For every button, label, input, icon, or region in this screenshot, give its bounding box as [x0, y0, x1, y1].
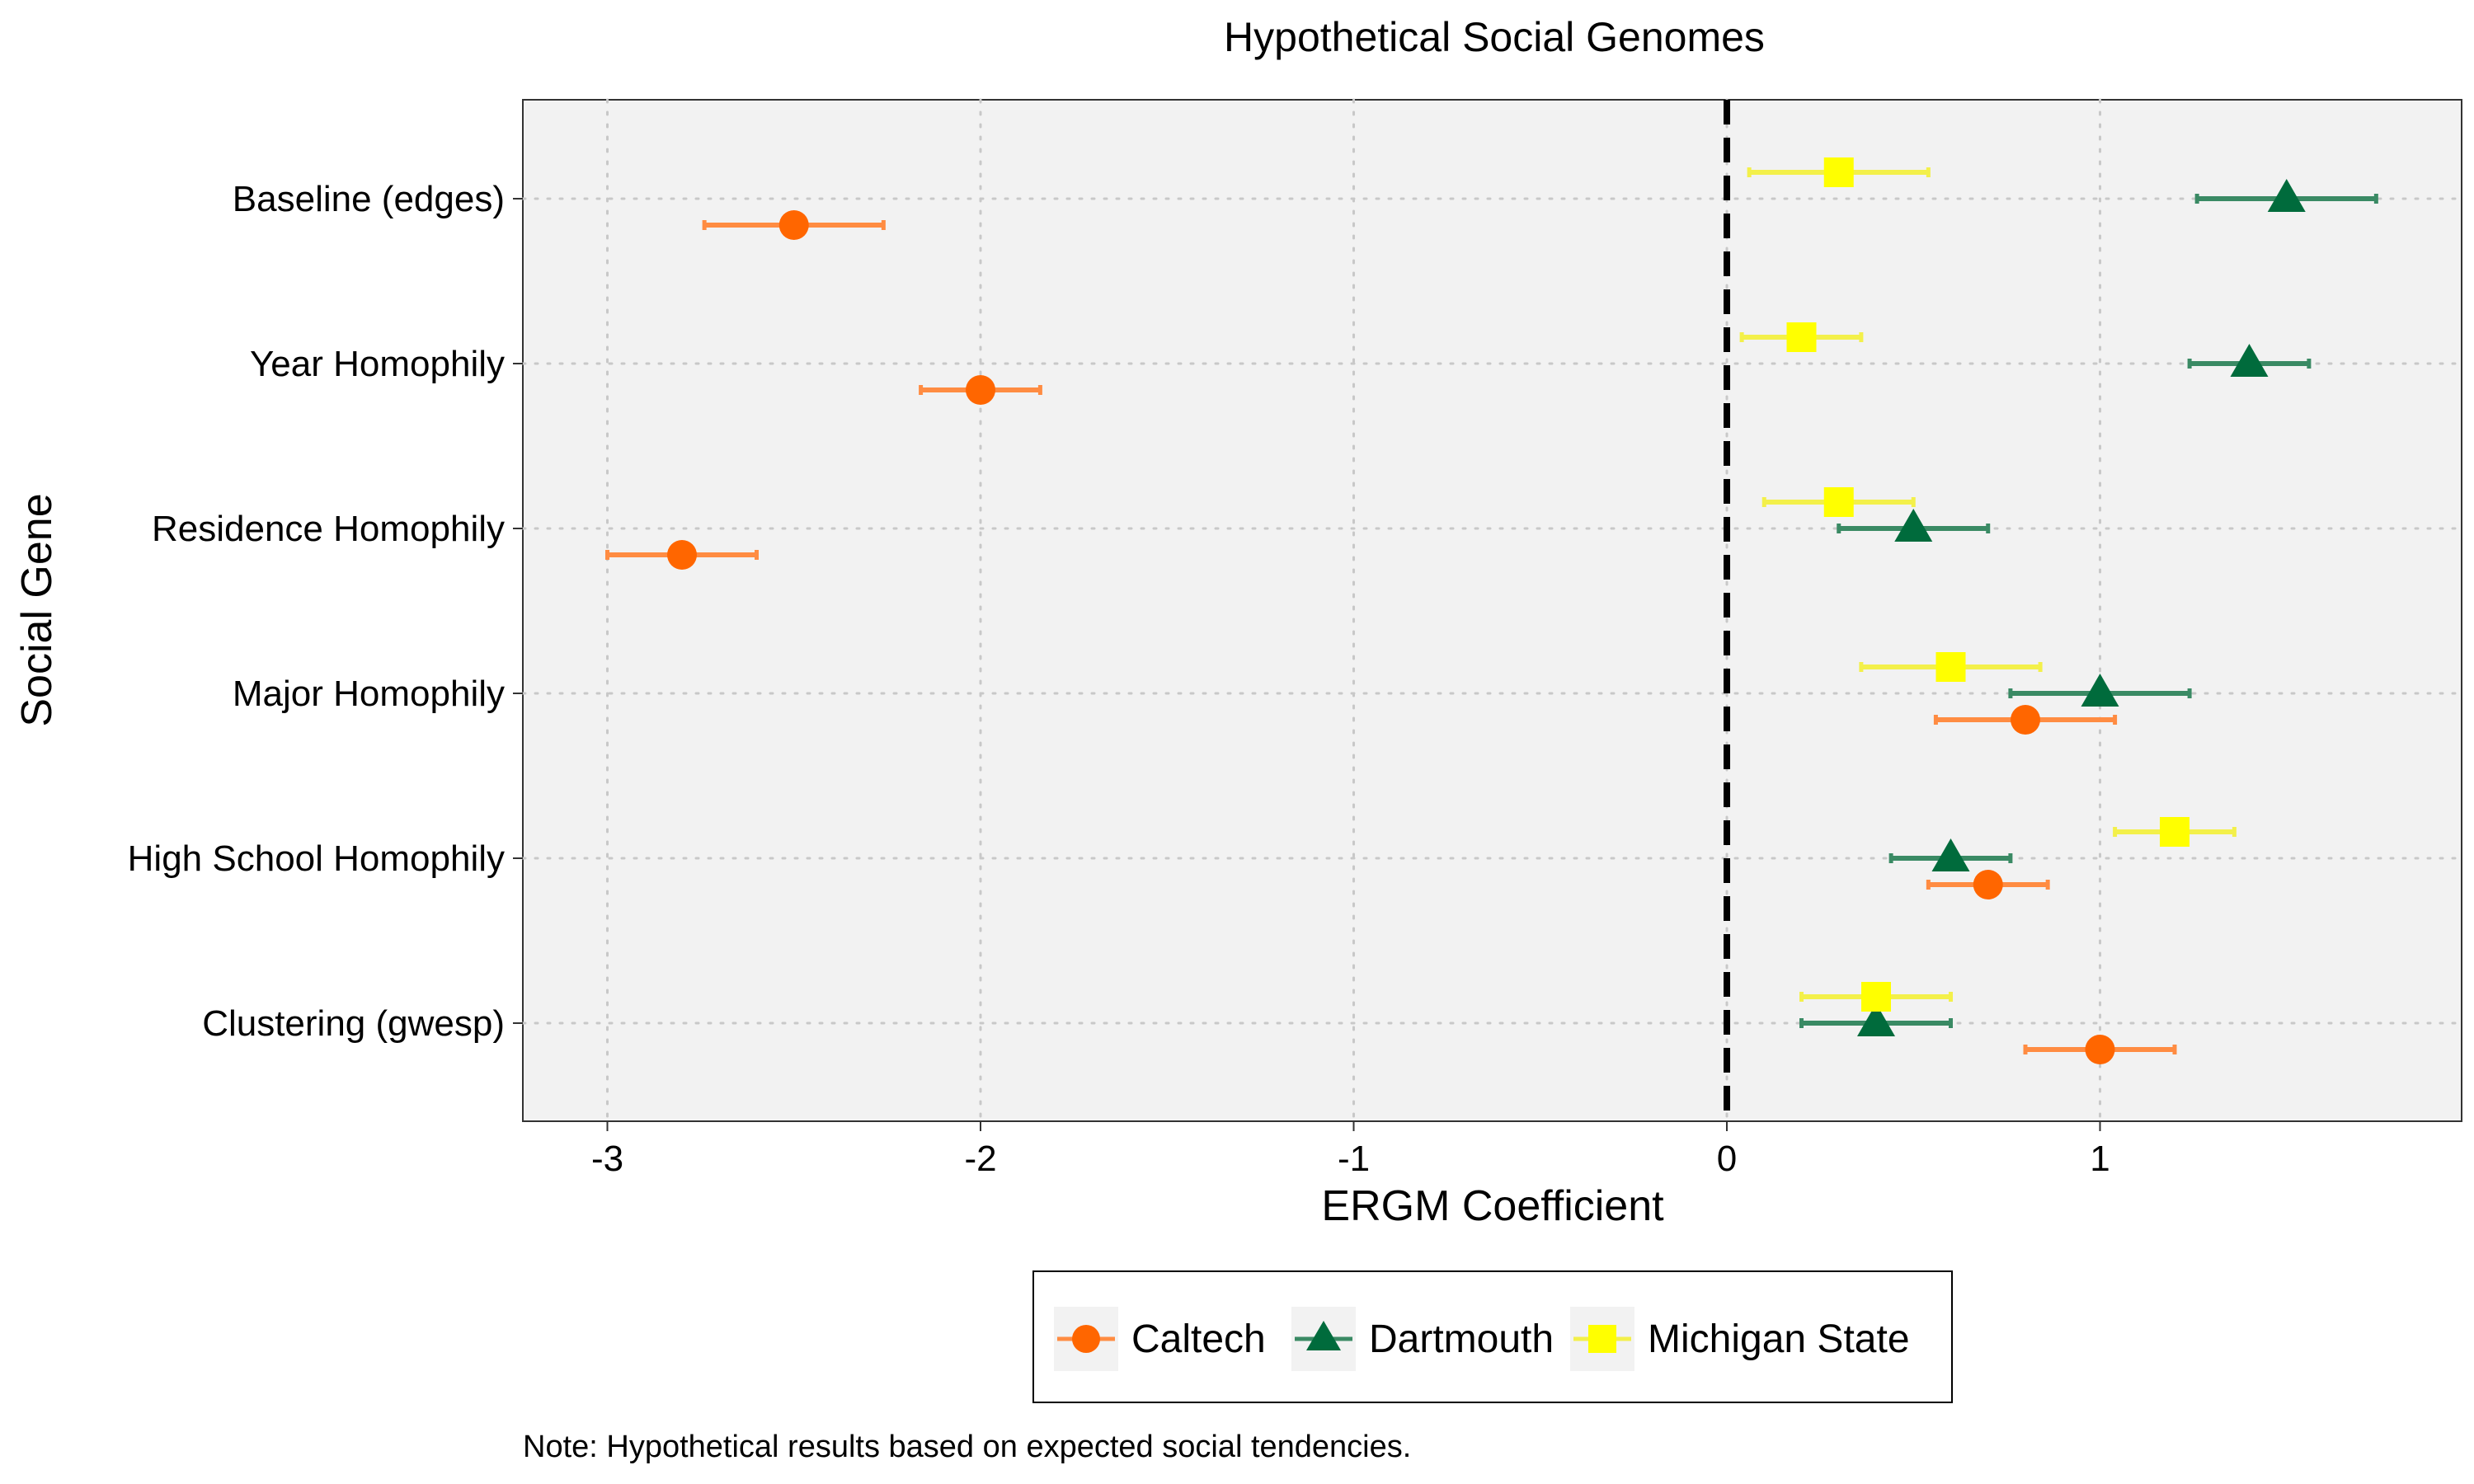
legend-label: Michigan State	[1648, 1317, 1910, 1361]
data-point	[1823, 487, 1854, 517]
legend-item-caltech: Caltech	[1054, 1307, 1266, 1371]
data-point	[1857, 1003, 1895, 1036]
y-tick-label: Major Homophily	[233, 674, 505, 714]
data-point	[1823, 157, 1854, 187]
footnote: Note: Hypothetical results based on expe…	[523, 1430, 1412, 1464]
data-point	[1894, 509, 1933, 542]
y-tick-label: Year Homophily	[250, 344, 505, 384]
data-point	[667, 540, 697, 570]
x-tick-label: -3	[591, 1139, 623, 1179]
legend-label: Caltech	[1131, 1317, 1266, 1361]
legend-key-dartmouth	[1291, 1307, 1356, 1371]
data-point	[2160, 817, 2189, 847]
x-tick-label: -1	[1338, 1139, 1370, 1179]
y-axis-title: Social Gene	[13, 493, 61, 726]
legend-item-michigan-state: Michigan State	[1570, 1307, 1910, 1371]
data-point	[778, 210, 809, 240]
grid	[521, 98, 2463, 1123]
data-point	[2230, 344, 2269, 377]
x-axis-title: ERGM Coefficient	[1321, 1182, 1664, 1230]
y-tick-label: Baseline (edges)	[233, 179, 505, 219]
data-point	[2085, 1035, 2115, 1064]
data-point	[1861, 982, 1891, 1012]
data-point	[1935, 652, 1966, 682]
data-point	[1931, 838, 1970, 871]
chart-title: Hypothetical Social Genomes	[1224, 14, 1765, 60]
data-point	[1786, 322, 1817, 352]
legend: Caltech Dartmouth Michigan State	[1032, 1270, 1953, 1403]
legend-label: Dartmouth	[1369, 1317, 1554, 1361]
y-tick-label: Clustering (gwesp)	[202, 1003, 505, 1044]
y-tick-label: Residence Homophily	[152, 509, 505, 549]
x-axis: -3 -2 -1 0 1	[591, 1121, 2110, 1179]
x-tick-label: 0	[1717, 1139, 1737, 1179]
y-axis: Baseline (edges) Year Homophily Residence …	[128, 179, 523, 1044]
data-point	[2011, 705, 2040, 735]
data-point	[2081, 674, 2119, 707]
data-point	[966, 375, 995, 405]
data-point	[2267, 179, 2306, 212]
legend-key-michigan-state	[1570, 1307, 1634, 1371]
x-tick-label: 1	[2090, 1139, 2109, 1179]
plot-panel	[522, 99, 2462, 1122]
x-tick-label: -2	[964, 1139, 996, 1179]
y-tick-label: High School Homophily	[128, 838, 505, 879]
points	[667, 157, 2306, 1064]
data-point	[1973, 870, 2003, 899]
legend-item-dartmouth: Dartmouth	[1291, 1307, 1554, 1371]
legend-key-caltech	[1054, 1307, 1118, 1371]
